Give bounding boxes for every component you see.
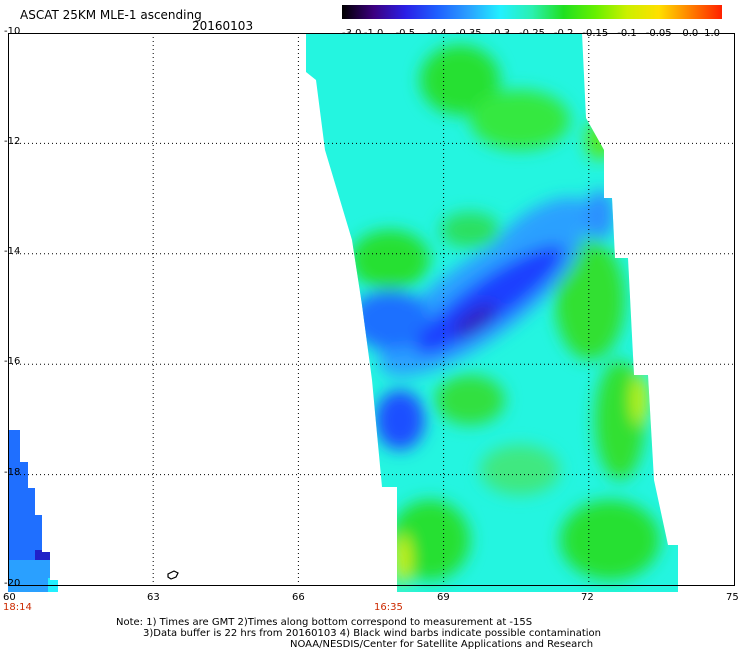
time-label: 18:14: [3, 602, 32, 613]
note-line-2: 3)Data buffer is 22 hrs from 20160103 4)…: [143, 628, 601, 639]
left-swath: [8, 393, 58, 592]
lon-label: 75: [726, 592, 739, 603]
graticule: [8, 33, 734, 585]
main-swath: [306, 33, 678, 592]
color-scale-gradient: [342, 5, 722, 19]
note-line-1: Note: 1) Times are GMT 2)Times along bot…: [116, 617, 533, 628]
time-label: 16:35: [374, 602, 403, 613]
island-outline: [167, 570, 179, 580]
lat-label: -10: [4, 26, 21, 37]
lon-label: 63: [147, 592, 160, 603]
lat-label: -20: [4, 578, 21, 589]
lon-label: 69: [437, 592, 450, 603]
lat-label: -14: [4, 246, 21, 257]
lat-label: -16: [4, 356, 21, 367]
lat-label: -18: [4, 467, 21, 478]
lat-label: -12: [4, 136, 21, 147]
lon-label: 66: [292, 592, 305, 603]
map-date: 20160103: [192, 19, 254, 33]
note-line-3: NOAA/NESDIS/Center for Satellite Applica…: [290, 639, 594, 650]
map-title: ASCAT 25KM MLE-1 ascending: [20, 8, 202, 22]
plot-frame: [8, 33, 735, 586]
lon-label: 60: [3, 592, 16, 603]
lon-label: 72: [581, 592, 594, 603]
